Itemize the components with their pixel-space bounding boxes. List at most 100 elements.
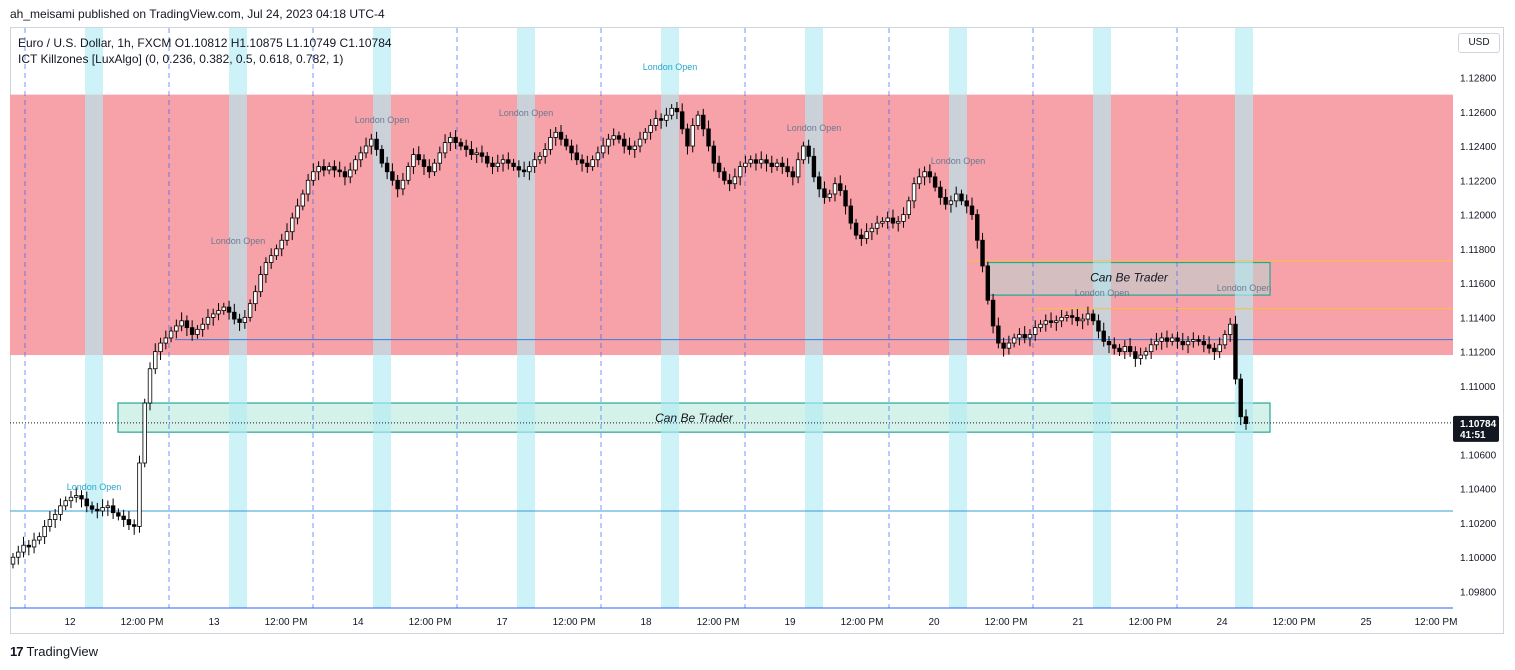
candle-body [432,162,437,173]
killzone-label: London Open [67,482,122,492]
candle-body [84,498,89,507]
candle-body [79,495,84,500]
candle-body [95,508,100,512]
y-tick-label: 1.10200 [1460,519,1497,530]
x-tick-label: 14 [352,617,364,628]
candle-body [701,114,706,130]
candle-body [885,217,890,222]
candle-body [1043,320,1048,325]
levels-layer [10,260,1453,609]
candle-body [1227,323,1233,335]
candle-body [26,544,32,548]
candle-body [121,515,126,520]
candle-body [1106,340,1112,346]
candle-body [268,255,274,263]
candle-body [975,214,980,241]
x-tick-label: 12 [64,617,76,628]
killzone-label: London Open [787,123,842,133]
candle-body [168,330,174,339]
killzone-label: London Open [499,108,554,118]
candle-body [211,313,216,318]
candle-body [959,193,964,202]
candle-body [1148,344,1154,353]
candle-body [147,368,153,404]
candle-body [953,193,959,202]
candle-body [437,152,443,164]
candle-body [1185,340,1191,346]
axes-layer: 1.12800 1.12600 1.12400 1.12200 1.12000 1.118… [64,74,1499,628]
x-tick-label: 12:00 PM [1129,617,1172,628]
candle-body [195,328,200,335]
candle-body [1133,351,1138,359]
candle-body [1117,347,1122,353]
chart-legend: Euro / U.S. Dollar, 1h, FXCM O1.10812 H1… [18,35,392,67]
candle-body [874,222,880,229]
candle-body [716,162,722,173]
candle-body [1054,320,1059,323]
candle-body [727,179,732,185]
currency-button[interactable]: USD [1458,33,1500,53]
can-be-trader-box-upper [987,261,1271,296]
candle-body [537,155,543,161]
symbol-legend[interactable]: Euro / U.S. Dollar, 1h, FXCM O1.10812 H1… [18,36,392,50]
candle-body [1127,346,1133,353]
candle-body [801,145,806,161]
candle-body [442,142,448,154]
candle-body [1164,337,1170,342]
candle-body [774,162,780,167]
candle-body [616,135,622,140]
killzone-label: London Open [643,62,698,72]
candle-body [1238,378,1243,418]
indicator-legend[interactable]: ICT Killzones [LuxAlgo] (0, 0.236, 0.382… [18,52,344,66]
candle-body [411,154,416,167]
candle-body [690,125,695,147]
candle-body [1243,416,1249,424]
box-label-lower: Can Be Trader [655,411,734,425]
candle-body [795,159,801,178]
candle-body [1080,318,1085,322]
candle-body [1090,313,1096,322]
candle-body [226,306,232,313]
candle-body [1048,320,1054,323]
candle-body [142,402,147,464]
killzone-band [85,28,103,608]
candle-body [832,183,838,195]
candle-body [453,137,458,144]
candle-body [369,138,374,147]
candle-body [506,159,511,164]
candle-body [838,183,843,191]
x-tick-label: 19 [784,617,796,628]
candle-body [16,551,21,558]
candle-body [685,128,690,147]
candle-body [585,162,590,167]
candle-body [1096,320,1101,332]
candle-body [859,234,864,239]
candle-body [706,128,711,147]
candle-body [658,118,664,121]
candle-body [964,200,969,207]
candle-body [990,299,996,327]
brand-logo[interactable]: 17 TradingView [10,644,98,659]
candle-body [1222,334,1228,346]
x-tick-label: 13 [208,617,220,628]
y-tick-label: 1.10600 [1460,450,1497,461]
candle-body [1011,337,1017,344]
candle-body [348,169,353,178]
killzone-band [373,28,391,608]
y-tick-label: 1.09800 [1460,588,1497,599]
candle-body [163,337,169,344]
candle-body [748,159,753,164]
candle-body [722,171,727,181]
candle-body [463,145,469,150]
candle-body [321,166,327,171]
candle-body [590,159,595,167]
candle-body [1038,323,1043,329]
y-tick-label: 1.11800 [1460,245,1496,256]
countdown-value: 41:51 [1460,430,1486,441]
candle-body [126,519,132,526]
candle-body [374,138,379,150]
candle-body [1138,354,1143,359]
labels-layer: London Open London Open London Open London … [67,62,1272,492]
candle-body [189,327,195,335]
